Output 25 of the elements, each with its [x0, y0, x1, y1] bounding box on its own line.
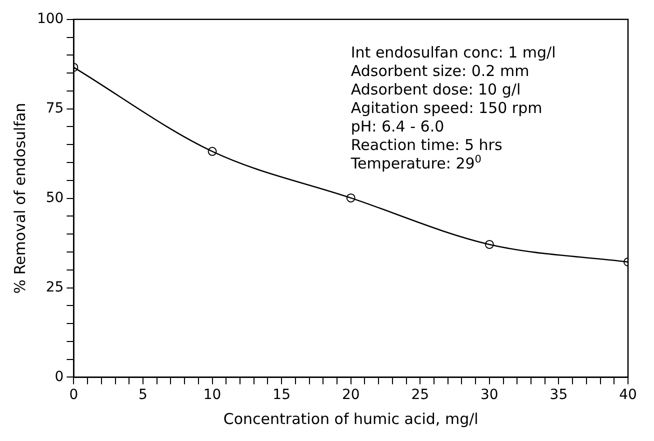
x-tick-label: 35: [550, 387, 568, 404]
x-tick-label: 15: [272, 387, 290, 404]
y-tick-label: 75: [46, 100, 64, 116]
point: [346, 193, 356, 202]
point: [484, 240, 494, 249]
x-tick-label: 30: [480, 387, 498, 404]
x-tick-label: 0: [69, 387, 78, 404]
x-tick-label: 40: [619, 387, 637, 404]
y-tick-label: 50: [46, 190, 64, 206]
x-tick-label: 20: [342, 387, 360, 404]
x-tick-label: 5: [138, 387, 148, 404]
annotation: Agitation speed: 150 rpm: [350, 98, 542, 117]
annotation: pH: 6.4 - 6.0: [350, 117, 444, 136]
x-axis-title: Concentration of humic acid, mg/l: [223, 410, 478, 428]
y-tick-label: 0: [54, 368, 64, 385]
x-tick-label: 10: [203, 387, 222, 404]
y-axis-title: % Removal of endosulfan: [10, 102, 29, 294]
annotation: Int endosulfan conc: 1 mg/l: [350, 43, 556, 62]
point: [208, 146, 217, 156]
y-tick-label: 25: [46, 279, 64, 296]
x-tick-label: 25: [411, 387, 430, 404]
annotation: Adsorbent dose: 10 g/l: [350, 80, 521, 98]
y-tick-label: 100: [36, 11, 64, 28]
annotation: Adsorbent size: 0.2 mm: [350, 62, 530, 80]
annotation: Reaction time: 5 hrs: [350, 136, 502, 154]
